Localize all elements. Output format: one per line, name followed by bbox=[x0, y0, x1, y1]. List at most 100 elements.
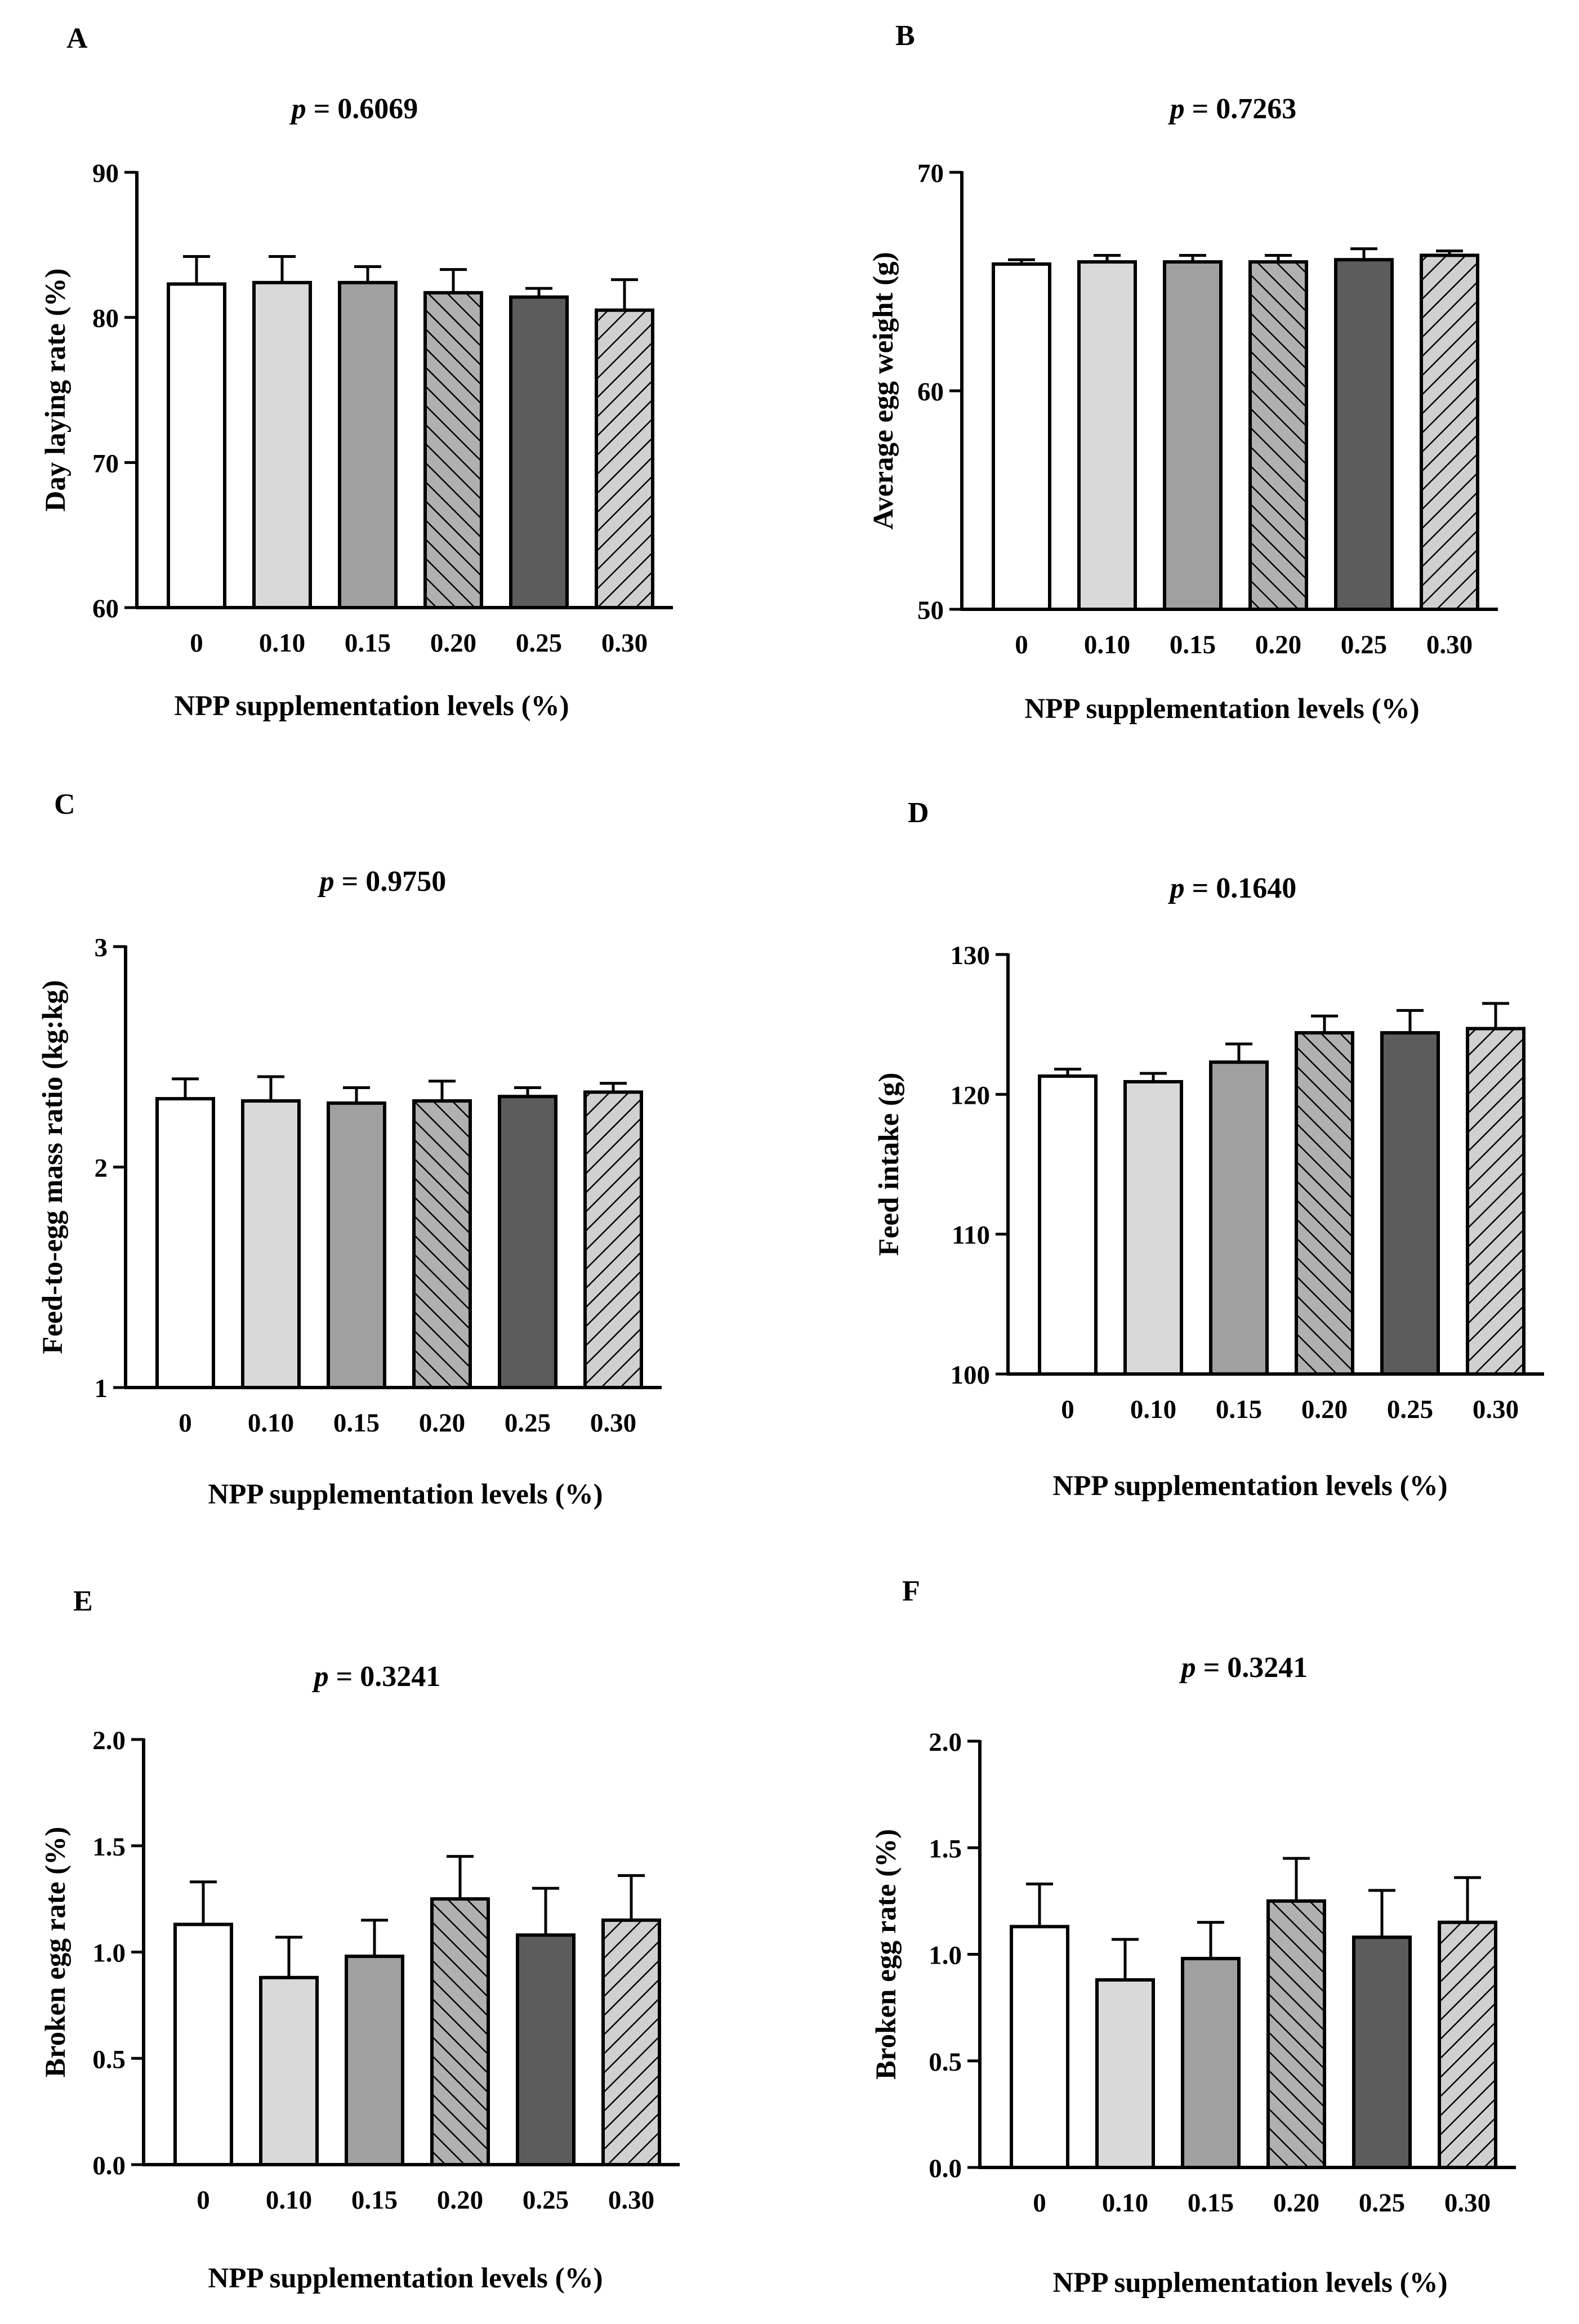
y-tick-label: 70 bbox=[92, 449, 119, 478]
p-value-title: p = 0.7263 bbox=[1168, 93, 1297, 125]
x-tick-label: 0.20 bbox=[1255, 630, 1301, 659]
p-value-title: p = 0.3241 bbox=[1179, 1652, 1308, 1684]
bar-0.25 bbox=[509, 295, 569, 609]
p-value-title: p = 0.9750 bbox=[318, 866, 447, 898]
x-tick-label: 0.15 bbox=[1188, 2188, 1234, 2218]
bar-0 bbox=[155, 1097, 215, 1389]
x-tick-label: 0.25 bbox=[505, 1408, 551, 1438]
y-tick-label: 2.0 bbox=[92, 1726, 126, 1755]
bar-0 bbox=[1038, 1074, 1098, 1376]
x-tick-label: 0.10 bbox=[266, 2185, 312, 2215]
y-axis-title: Feed intake (g) bbox=[873, 1073, 905, 1256]
bar-0 bbox=[992, 262, 1051, 611]
y-tick-label: 1.5 bbox=[929, 1834, 962, 1863]
y-axis-title: Feed-to-egg mass ratio (kg:kg) bbox=[37, 980, 69, 1354]
panel-a: Ap = 0.6069 0 0.10 0.15 0.20 0.25 0.30 60 70 80 90… bbox=[40, 23, 673, 722]
bar-0 bbox=[1010, 1925, 1069, 2169]
x-tick-label: 0.20 bbox=[1273, 2188, 1319, 2218]
bar-0.20 bbox=[1295, 1031, 1354, 1376]
bar-0.30 bbox=[1466, 1027, 1526, 1376]
x-axis-title: NPP supplementation levels (%) bbox=[1052, 1470, 1447, 1502]
x-tick-label: 0 bbox=[1061, 1395, 1074, 1424]
x-axis-title: NPP supplementation levels (%) bbox=[1052, 2267, 1447, 2299]
bar-0.10 bbox=[241, 1099, 301, 1390]
x-tick-label: 0.15 bbox=[351, 2185, 398, 2215]
bar-0 bbox=[167, 282, 226, 609]
y-axis-title: Average egg weight (g) bbox=[868, 252, 899, 529]
x-tick-label: 0.15 bbox=[1216, 1395, 1262, 1424]
x-tick-label: 0.20 bbox=[419, 1408, 465, 1438]
x-tick-label: 0.30 bbox=[608, 2185, 654, 2215]
panel-letter: B bbox=[895, 20, 915, 52]
x-tick-label: 0.30 bbox=[1444, 2188, 1491, 2218]
bar-0.10 bbox=[1123, 1080, 1183, 1376]
panel-e: Ep = 0.3241 0 0.10 0.15 0.20 0.25 0.30 0.0 0.5 1.… bbox=[40, 1585, 680, 2294]
bar-0.20 bbox=[423, 291, 483, 609]
y-tick-label: 0.0 bbox=[92, 2151, 126, 2180]
bar-0.15 bbox=[1181, 1957, 1241, 2170]
x-tick-label: 0 bbox=[179, 1408, 192, 1438]
p-value-title: p = 0.6069 bbox=[289, 93, 418, 125]
y-tick-label: 50 bbox=[917, 596, 944, 625]
y-tick-label: 0.5 bbox=[929, 2048, 962, 2077]
p-value-symbol: p bbox=[289, 93, 306, 125]
y-axis-title: Broken egg rate (%) bbox=[871, 1829, 902, 2080]
bar-0.25 bbox=[1352, 1935, 1412, 2169]
bar-0.30 bbox=[601, 1918, 661, 2166]
x-tick-label: 0.10 bbox=[1084, 630, 1130, 659]
bar-0.30 bbox=[1420, 253, 1479, 611]
bar-0.20 bbox=[1266, 1899, 1326, 2169]
x-tick-label: 0.10 bbox=[259, 628, 305, 658]
bar-0.20 bbox=[412, 1099, 472, 1390]
p-value-symbol: p bbox=[318, 866, 334, 898]
bar-0.10 bbox=[252, 280, 312, 609]
p-value-symbol: p bbox=[1168, 872, 1185, 904]
y-tick-label: 60 bbox=[92, 594, 119, 623]
p-value-text: = 0.6069 bbox=[306, 93, 418, 125]
bar-0.10 bbox=[1077, 260, 1137, 611]
x-tick-label: 0.15 bbox=[345, 628, 391, 658]
p-value-symbol: p bbox=[1179, 1652, 1196, 1684]
x-tick-label: 0.25 bbox=[516, 628, 562, 658]
y-tick-label: 2 bbox=[95, 1154, 108, 1183]
panel-letter: D bbox=[908, 797, 929, 829]
x-tick-label: 0.15 bbox=[333, 1408, 380, 1438]
x-axis-title: NPP supplementation levels (%) bbox=[1024, 693, 1419, 725]
p-value-title: p = 0.1640 bbox=[1168, 872, 1297, 904]
x-tick-label: 0.30 bbox=[590, 1408, 636, 1438]
y-tick-label: 0.0 bbox=[929, 2154, 962, 2183]
bar-0.30 bbox=[595, 308, 654, 609]
x-tick-label: 0.30 bbox=[1426, 630, 1473, 659]
y-tick-label: 1.0 bbox=[92, 1939, 126, 1968]
bar-0.15 bbox=[327, 1101, 386, 1389]
bar-0.30 bbox=[583, 1090, 643, 1389]
p-value-title: p = 0.3241 bbox=[312, 1661, 441, 1693]
x-tick-label: 0 bbox=[1033, 2188, 1046, 2218]
x-tick-label: 0 bbox=[1015, 630, 1028, 659]
y-axis-title: Day laying rate (%) bbox=[40, 268, 72, 511]
x-axis-title: NPP supplementation levels (%) bbox=[208, 2263, 603, 2294]
x-tick-label: 0 bbox=[190, 628, 203, 658]
y-tick-label: 110 bbox=[952, 1221, 990, 1250]
p-value-text: = 0.7263 bbox=[1185, 93, 1297, 125]
y-axis-title: Broken egg rate (%) bbox=[40, 1827, 72, 2077]
y-tick-label: 120 bbox=[951, 1081, 991, 1110]
x-tick-label: 0.25 bbox=[523, 2185, 569, 2215]
x-tick-label: 0.25 bbox=[1341, 630, 1387, 659]
y-tick-label: 90 bbox=[92, 159, 119, 188]
y-tick-label: 80 bbox=[92, 304, 119, 333]
y-tick-label: 130 bbox=[951, 941, 991, 970]
bar-0.30 bbox=[1438, 1920, 1497, 2170]
x-tick-label: 0.20 bbox=[1301, 1395, 1348, 1424]
x-tick-label: 0.30 bbox=[1473, 1395, 1519, 1424]
p-value-symbol: p bbox=[1168, 93, 1185, 125]
panel-b: Bp = 0.7263 0 0.10 0.15 0.20 0.25 0.30 50 60 70 NP… bbox=[868, 20, 1498, 725]
x-tick-label: 0.10 bbox=[248, 1408, 294, 1438]
bar-0.20 bbox=[1248, 260, 1308, 611]
panel-letter: F bbox=[902, 1575, 920, 1607]
y-tick-label: 1.0 bbox=[929, 1941, 962, 1970]
panel-letter: A bbox=[66, 23, 88, 55]
x-tick-label: 0.30 bbox=[601, 628, 648, 658]
x-axis-title: NPP supplementation levels (%) bbox=[208, 1479, 603, 1510]
